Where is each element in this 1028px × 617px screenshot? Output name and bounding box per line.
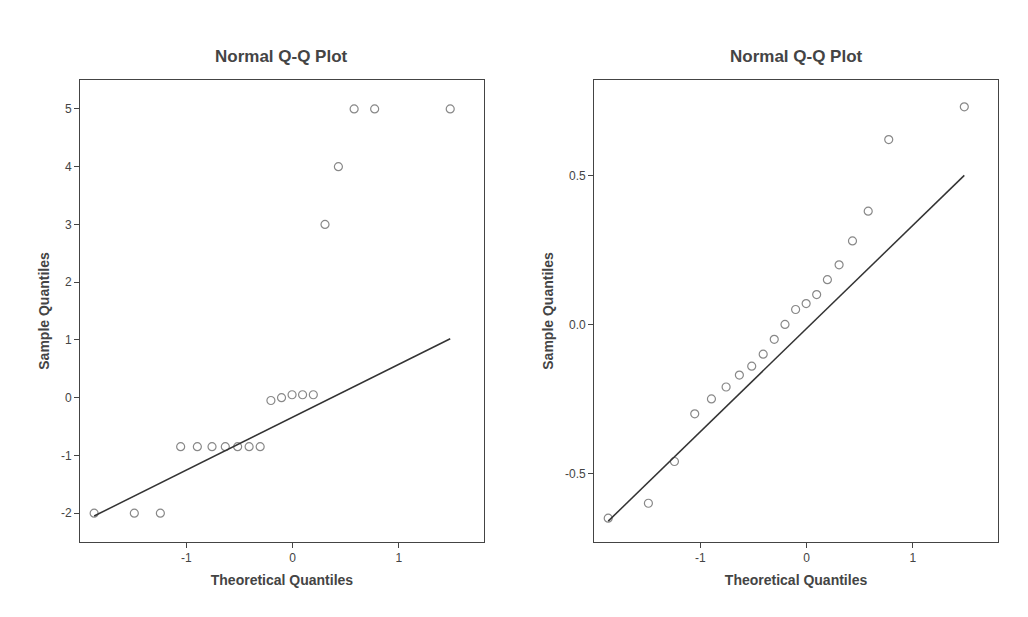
svg-text:0: 0 (65, 391, 72, 405)
svg-text:0.0: 0.0 (569, 318, 586, 332)
svg-text:1: 1 (910, 551, 917, 565)
svg-text:Normal Q-Q Plot: Normal Q-Q Plot (215, 47, 348, 66)
svg-text:3: 3 (65, 218, 72, 232)
svg-text:0: 0 (803, 551, 810, 565)
svg-text:-1: -1 (181, 551, 192, 565)
svg-text:4: 4 (65, 160, 72, 174)
svg-text:Theoretical Quantiles: Theoretical Quantiles (725, 572, 868, 588)
svg-text:1: 1 (65, 333, 72, 347)
svg-text:0.5: 0.5 (569, 169, 586, 183)
svg-text:5: 5 (65, 102, 72, 116)
svg-text:-1: -1 (61, 449, 72, 463)
svg-text:0: 0 (289, 551, 296, 565)
svg-text:Sample Quantiles: Sample Quantiles (540, 252, 556, 370)
svg-text:-0.5: -0.5 (565, 467, 586, 481)
svg-text:-2: -2 (61, 506, 72, 520)
svg-text:-1: -1 (695, 551, 706, 565)
svg-text:Theoretical Quantiles: Theoretical Quantiles (211, 572, 354, 588)
svg-text:1: 1 (396, 551, 403, 565)
svg-text:Normal Q-Q Plot: Normal Q-Q Plot (730, 47, 863, 66)
svg-text:2: 2 (65, 275, 72, 289)
svg-text:Sample Quantiles: Sample Quantiles (36, 252, 52, 370)
